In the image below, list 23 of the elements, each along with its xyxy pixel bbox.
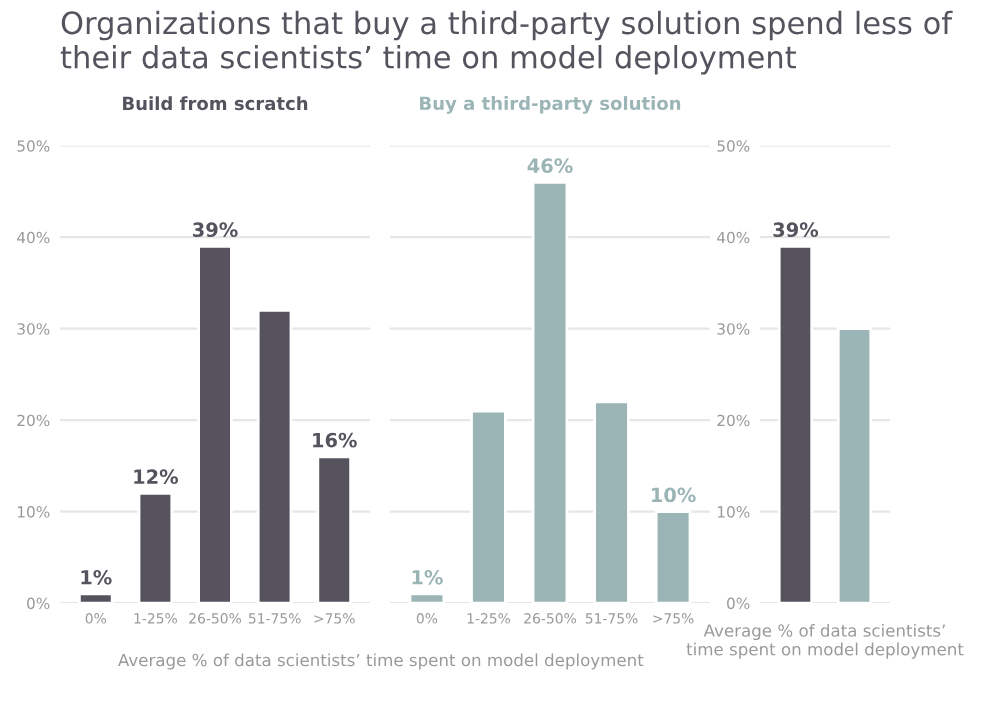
bar [77,592,114,604]
bar [593,400,630,604]
text: Organizations that buy a third-party solution spend less of their data scientists’ time on model deployment [60,10,953,75]
bar [654,510,692,604]
x-axis-title: Average % of data scientists’ time spent on model deployment [686,623,964,659]
data-label: 1% [412,569,443,585]
data-label: 10% [652,487,696,503]
data-label: 1% [81,569,112,585]
bar [197,244,233,604]
bar [256,309,293,604]
data-label: 39% [773,222,819,238]
bar [316,455,353,604]
bar [408,592,446,604]
bar [137,491,174,604]
chart-subtitle: Build from scratch [123,96,308,111]
x-axis-title: Average % of data scientists’ time spent on model deployment [118,653,644,670]
bar [531,180,569,604]
chart-subtitle: Buy a third-party solution [420,96,681,114]
data-label: 39% [193,222,238,238]
data-label: 16% [313,432,357,448]
data-label: 12% [134,469,179,485]
data-label: 46% [527,158,573,174]
bar [470,409,507,604]
